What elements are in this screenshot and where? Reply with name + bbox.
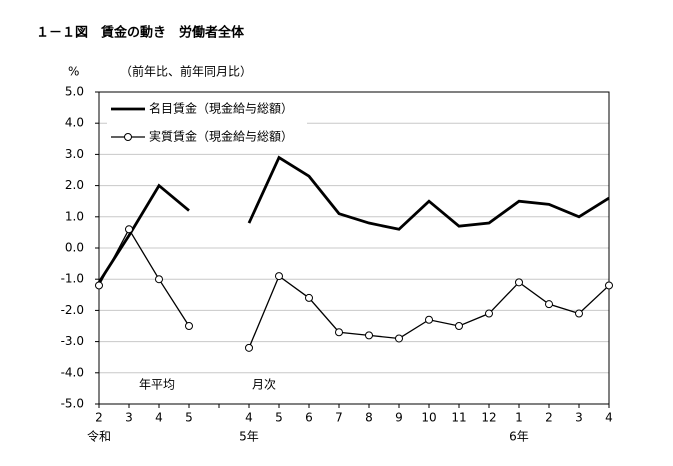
annotation: 月次 [252, 378, 276, 392]
era-label: 6年 [509, 430, 529, 444]
point [545, 300, 553, 309]
y-tick-label: 5.0 [65, 85, 84, 99]
legend-box [107, 98, 307, 148]
x-tick-label: 9 [395, 411, 403, 425]
x-tick-label: 2 [545, 411, 553, 425]
point [395, 334, 403, 343]
era-label: 5年 [239, 430, 259, 444]
point [455, 322, 463, 330]
x-tick-label: 4 [605, 411, 613, 425]
x-tick-label: 4 [155, 411, 163, 425]
y-unit: % [68, 65, 79, 79]
x-tick-label: 5 [185, 411, 193, 425]
point [515, 278, 523, 287]
x-tick-label: 3 [125, 411, 133, 425]
x-tick-label: 1 [515, 411, 523, 425]
y-tick-label: 2.0 [65, 178, 84, 192]
x-tick-label: 11 [451, 411, 466, 425]
y-tick-label: -3.0 [61, 334, 84, 348]
y-tick-label: -4.0 [61, 365, 84, 379]
era-label: 令和 [87, 429, 111, 444]
point [335, 328, 343, 337]
chart-title: １－１図 賃金の動き 労働者全体 [36, 25, 245, 41]
point [605, 281, 613, 290]
point [95, 281, 103, 290]
y-tick-label: -1.0 [61, 272, 84, 286]
subtitle: （前年比、前年同月比） [120, 64, 252, 79]
y-tick-label: 3.0 [65, 147, 84, 161]
x-tick-label: 10 [421, 411, 436, 425]
legend-label: 名目賃金（現金給与総額） [149, 101, 293, 116]
legend-marker [124, 133, 132, 141]
x-tick-label: 7 [335, 411, 343, 425]
y-tick-label: -2.0 [61, 303, 84, 317]
point [305, 293, 313, 302]
annotation: 年平均 [139, 378, 175, 392]
x-tick-label: 12 [481, 411, 496, 425]
x-tick-label: 2 [95, 411, 103, 425]
point [125, 225, 133, 234]
point [275, 272, 283, 281]
plot-frame [98, 91, 610, 405]
point [185, 322, 193, 330]
point [155, 275, 163, 284]
x-tick-label: 3 [575, 411, 583, 425]
x-tick-label: 8 [365, 411, 373, 425]
y-tick-label: 1.0 [65, 209, 84, 223]
y-tick-label: -5.0 [61, 397, 84, 411]
point [485, 309, 493, 318]
series-line [98, 227, 610, 349]
series-line [97, 155, 610, 284]
legend-label: 実質賃金（現金給与総額） [149, 129, 293, 144]
y-tick-label: 0.0 [65, 241, 84, 255]
x-tick-label: 4 [245, 411, 253, 425]
y-tick-label: 4.0 [65, 116, 84, 130]
x-tick-label: 6 [305, 411, 313, 425]
point [425, 315, 433, 324]
point [575, 309, 583, 318]
point [365, 331, 373, 340]
x-tick-label: 5 [275, 411, 283, 425]
point [245, 343, 253, 352]
